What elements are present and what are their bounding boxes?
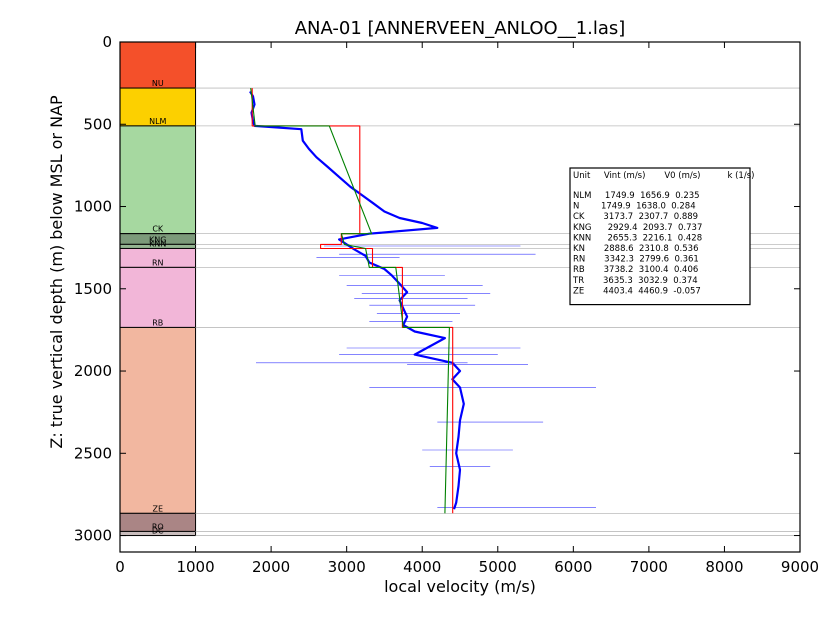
y-tick-label: 1500 [74, 280, 112, 298]
strat-unit-ze [119, 326, 197, 514]
x-tick-label: 7000 [630, 558, 668, 576]
strat-label: ZE [153, 504, 164, 513]
x-tick-label: 2000 [252, 558, 290, 576]
strat-unit-ck [119, 125, 197, 235]
strat-label: KNN [149, 239, 166, 248]
strat-label: DC [152, 527, 164, 536]
strat-label: RN [152, 258, 164, 267]
velocity-table-row: KNG 2929.4 2093.7 0.737 [573, 223, 702, 233]
strat-unit-nu [119, 41, 197, 89]
velocity-table-row: NLM 1749.9 1656.9 0.235 [573, 191, 700, 201]
plot-frame [119, 41, 801, 553]
y-tick-label: 500 [83, 115, 112, 133]
x-axis-label: local velocity (m/s) [384, 577, 536, 596]
y-tick-label: 2500 [74, 444, 112, 462]
velocity-table-row: RN 3342.3 2799.6 0.361 [573, 255, 699, 265]
velocity-table-row: KN 2888.6 2310.8 0.536 [573, 244, 698, 254]
x-tick-label: 5000 [479, 558, 517, 576]
y-tick-label: 3000 [74, 527, 112, 545]
y-tick-label: 0 [102, 33, 112, 51]
velocity-table-header: Unit Vint (m/s) V0 (m/s) k (1/s) [573, 171, 754, 181]
x-tick-label: 6000 [554, 558, 592, 576]
velocity-table-row: TR 3635.3 3032.9 0.374 [572, 276, 698, 286]
velocity-table-row: RB 3738.2 3100.4 0.406 [573, 265, 698, 275]
x-tick-label: 9000 [781, 558, 819, 576]
y-tick-label: 2000 [74, 362, 112, 380]
v0-k-model-line [250, 88, 450, 514]
strat-label: CK [152, 225, 164, 234]
velocity-table-row: CK 3173.7 2307.7 0.889 [573, 212, 698, 222]
x-tick-label: 3000 [328, 558, 366, 576]
strat-label: KNG [149, 235, 166, 244]
strat-label: RO [152, 522, 164, 531]
chart-title: ANA-01 [ANNERVEEN_ANLOO__1.las] [295, 18, 626, 39]
strat-label: RB [152, 318, 163, 327]
velocity-table-row: N 1749.9 1638.0 0.284 [573, 202, 696, 212]
x-tick-label: 0 [115, 558, 125, 576]
interval-velocity-line [251, 88, 454, 514]
velocity-table [569, 167, 751, 306]
x-tick-label: 8000 [705, 558, 743, 576]
velocity-log-line [249, 90, 465, 510]
strat-label: NU [152, 79, 164, 88]
velocity-table-row: KNN 2655.3 2216.1 0.428 [573, 233, 702, 243]
x-tick-label: 1000 [176, 558, 214, 576]
y-tick-label: 1000 [74, 198, 112, 216]
strat-label: NLM [149, 117, 166, 126]
strat-unit-nlm [119, 87, 197, 127]
velocity-table-row: ZE 4403.4 4460.9 -0.057 [573, 286, 701, 296]
y-axis-label: Z: true vertical depth (m) below MSL or … [47, 95, 66, 449]
x-tick-label: 4000 [403, 558, 441, 576]
